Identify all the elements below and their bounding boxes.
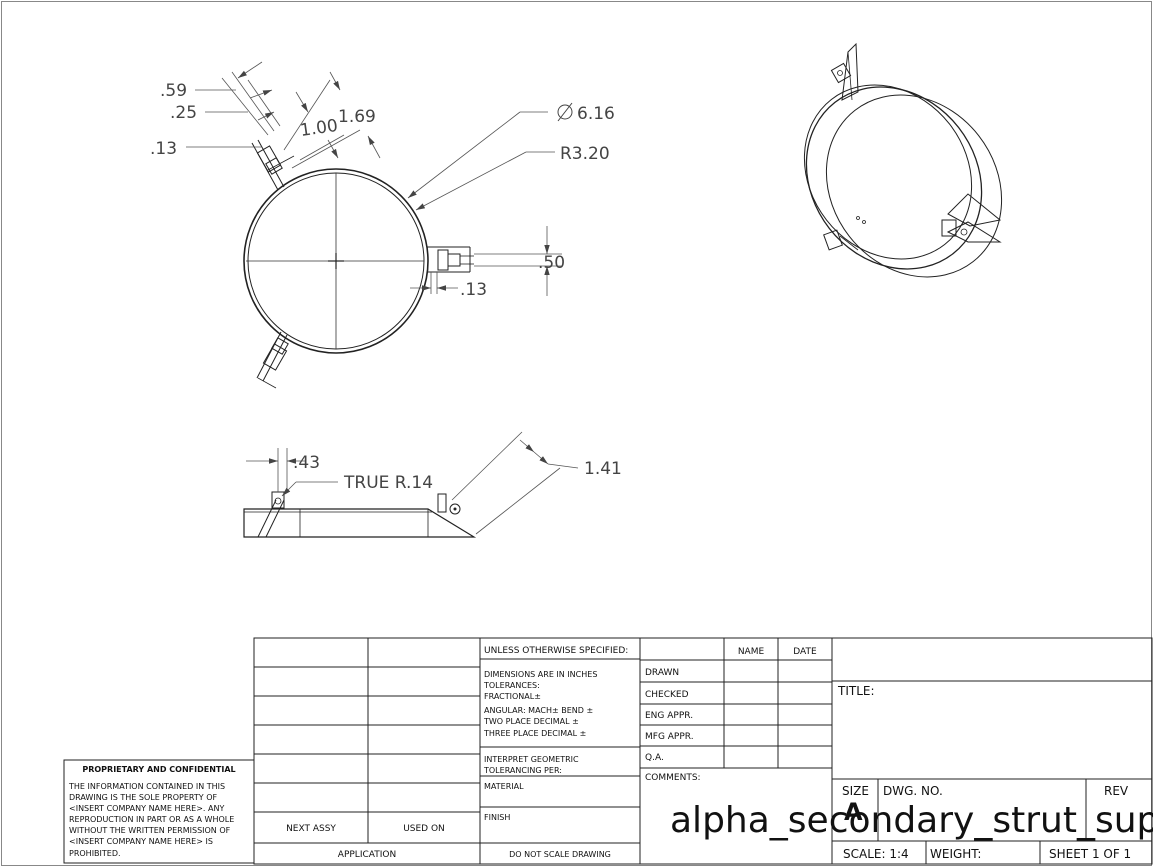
role-drawn: DRAWN xyxy=(645,668,679,678)
dim-050: .50 xyxy=(538,253,565,273)
tolerance-line: ANGULAR: MACH± BEND ± xyxy=(484,706,593,715)
ring-outer xyxy=(243,168,429,354)
date-header: DATE xyxy=(793,647,817,657)
tolerance-line: TOLERANCES: xyxy=(483,681,540,690)
finish-label: FINISH xyxy=(484,813,510,822)
tolerance-line: THREE PLACE DECIMAL ± xyxy=(483,729,586,738)
proprietary-title: PROPRIETARY AND CONFIDENTIAL xyxy=(82,765,235,774)
dim-diameter: 6.16 xyxy=(577,104,615,124)
sheet-label: SHEET 1 OF 1 xyxy=(1049,847,1131,861)
title-block: PROPRIETARY AND CONFIDENTIAL THE INFORMA… xyxy=(63,637,1153,865)
dims-tab-offsets xyxy=(186,61,281,148)
role-eng-appr: ENG APPR. xyxy=(645,711,693,721)
side-profile xyxy=(243,508,477,538)
tolerance-line: FRACTIONAL± xyxy=(484,692,541,701)
proprietary-line: <INSERT COMPANY NAME HERE>. ANY xyxy=(69,804,224,813)
tolerance-line: DIMENSIONS ARE IN INCHES xyxy=(484,670,597,679)
tab-upper-left xyxy=(251,139,295,191)
dim-013-top: .13 xyxy=(150,139,177,159)
do-not-scale: DO NOT SCALE DRAWING xyxy=(509,850,611,859)
proprietary-line: REPRODUCTION IN PART OR AS A WHOLE xyxy=(69,815,234,824)
dims-right-tab xyxy=(410,226,562,296)
dim-141: 1.41 xyxy=(584,459,622,479)
leaders-diameter-radius xyxy=(407,102,573,211)
dim-013-right: .13 xyxy=(460,280,487,300)
used-on-label: USED ON xyxy=(403,824,445,834)
dim-059: .59 xyxy=(160,81,187,101)
dim-025: .25 xyxy=(170,103,197,123)
rev-label: REV xyxy=(1104,784,1129,798)
name-header: NAME xyxy=(738,647,765,657)
next-assy-label: NEXT ASSY xyxy=(286,824,336,834)
proprietary-line: WITHOUT THE WRITTEN PERMISSION OF xyxy=(69,826,231,835)
interpret-line: TOLERANCING PER: xyxy=(483,766,562,775)
weight-label: WEIGHT: xyxy=(930,847,981,861)
tab-lower-left xyxy=(256,331,289,389)
size-label: SIZE xyxy=(842,784,869,798)
unless-specified: UNLESS OTHERWISE SPECIFIED: xyxy=(484,646,628,656)
application-label: APPLICATION xyxy=(338,850,396,860)
proprietary-line: THE INFORMATION CONTAINED IN THIS xyxy=(68,782,225,791)
isometric-view xyxy=(803,42,1003,278)
tolerance-line: TWO PLACE DECIMAL ± xyxy=(483,717,579,726)
dim-true-radius: TRUE R.14 xyxy=(343,473,433,493)
side-view: .43 TRUE R.14 1.41 xyxy=(243,431,622,538)
proprietary-line: PROHIBITED. xyxy=(69,849,121,858)
size-value: A xyxy=(844,798,863,826)
dim-043: .43 xyxy=(293,453,320,473)
scale-label: SCALE: 1:4 xyxy=(843,847,909,861)
interpret-line: INTERPRET GEOMETRIC xyxy=(484,755,579,764)
role-qa: Q.A. xyxy=(645,753,664,763)
drawing-number: alpha_secondary_strut_sup xyxy=(670,800,1153,841)
comments-label: COMMENTS: xyxy=(645,773,701,783)
role-mfg-appr: MFG APPR. xyxy=(645,732,694,742)
front-view: .59 .25 .13 1.00 1.69 6.16 R3.20 xyxy=(150,61,615,389)
tab-right xyxy=(427,246,474,273)
dwg-no-label: DWG. NO. xyxy=(883,784,943,798)
role-checked: CHECKED xyxy=(645,690,689,700)
dim-169: 1.69 xyxy=(338,107,376,127)
dim-100: 1.00 xyxy=(299,116,339,141)
dims-tab-length xyxy=(283,71,381,169)
proprietary-line: <INSERT COMPANY NAME HERE> IS xyxy=(69,837,213,846)
proprietary-line: DRAWING IS THE SOLE PROPERTY OF xyxy=(69,793,217,802)
title-label: TITLE: xyxy=(837,684,875,698)
dim-radius: R3.20 xyxy=(560,144,610,164)
material-label: MATERIAL xyxy=(484,782,524,791)
